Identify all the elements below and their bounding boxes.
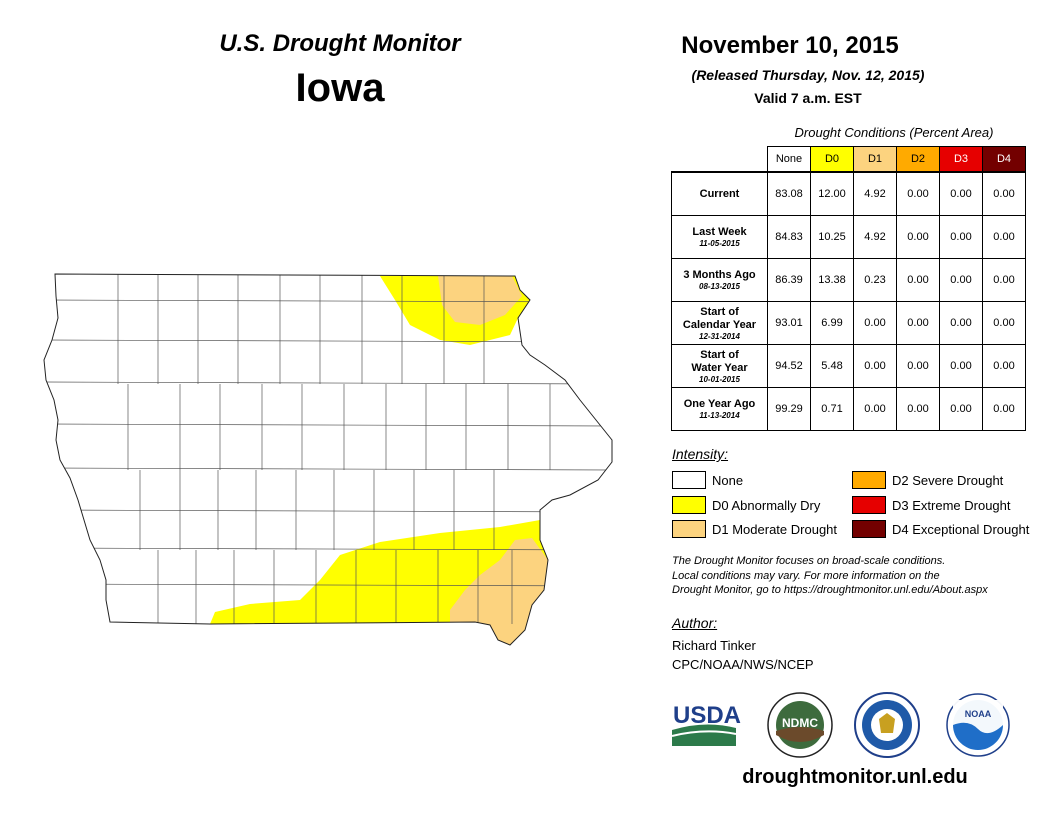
table-cell: 4.92 — [853, 215, 897, 259]
table-cell: 0.00 — [982, 301, 1026, 345]
drought-conditions-table: None D0 D1 D2 D3 D4 Current 83.08 12.00 4.9… — [671, 146, 1026, 431]
legend-swatch — [672, 471, 706, 489]
table-cell: 10.25 — [810, 215, 854, 259]
table-cell: 5.48 — [810, 344, 854, 388]
table-cell: 86.39 — [767, 258, 811, 302]
table-cell: 84.83 — [767, 215, 811, 259]
table-cell: 0.00 — [939, 344, 983, 388]
agency-logos: USDA NDMC NOAA — [671, 692, 1010, 758]
table-cell: 0.00 — [982, 258, 1026, 302]
table-cell: 0.00 — [939, 215, 983, 259]
table-cell: 0.00 — [896, 171, 940, 216]
map-title: U.S. Drought Monitor — [219, 30, 461, 57]
table-cell: 0.00 — [939, 258, 983, 302]
table-cell: 6.99 — [810, 301, 854, 345]
table-row: Start of Calendar Year 12-31-2014 93.01 6.99… — [671, 301, 1026, 345]
table-cell: 0.00 — [896, 344, 940, 388]
table-row: Start of Water Year 10-01-2015 94.52 5.48 0.0… — [671, 344, 1026, 388]
commerce-seal-icon — [854, 692, 920, 758]
ndmc-logo-icon: NDMC — [767, 692, 833, 758]
row-label: Last Week 11-05-2015 — [671, 215, 768, 259]
d1-area-southeast — [450, 538, 548, 645]
table-row: One Year Ago 11-13-2014 99.29 0.71 0.00 0.00 0… — [671, 387, 1026, 431]
col-d1: D1 — [853, 146, 897, 173]
table-cell: 94.52 — [767, 344, 811, 388]
table-cell: 0.00 — [939, 301, 983, 345]
table-cell: 0.00 — [939, 171, 983, 216]
table-cell: 0.00 — [982, 215, 1026, 259]
table-cell: 0.00 — [853, 301, 897, 345]
iowa-drought-map — [43, 273, 613, 646]
disclaimer-note: The Drought Monitor focuses on broad-sca… — [672, 554, 1042, 598]
table-caption: Drought Conditions (Percent Area) — [794, 125, 994, 140]
state-name: Iowa — [295, 66, 385, 110]
legend-item-d3: D3 Extreme Drought — [852, 496, 1011, 514]
row-label: Current — [671, 171, 768, 216]
table-cell: 0.71 — [810, 387, 854, 431]
table-row: Current 83.08 12.00 4.92 0.00 0.00 0.00 — [671, 171, 1026, 216]
table-row: 3 Months Ago 08-13-2015 86.39 13.38 0.23 0.00… — [671, 258, 1026, 302]
author-org: CPC/NOAA/NWS/NCEP — [672, 657, 814, 672]
map-date: November 10, 2015 — [681, 32, 899, 59]
release-date: (Released Thursday, Nov. 12, 2015) — [691, 67, 925, 83]
table-cell: 0.00 — [896, 301, 940, 345]
col-none: None — [767, 146, 811, 173]
table-cell: 0.00 — [982, 387, 1026, 431]
table-cell: 12.00 — [810, 171, 854, 216]
valid-time: Valid 7 a.m. EST — [754, 90, 862, 106]
table-cell: 0.00 — [896, 215, 940, 259]
table-cell: 0.00 — [896, 387, 940, 431]
table-cell: 4.92 — [853, 171, 897, 216]
table-cell: 0.00 — [853, 387, 897, 431]
row-label: Start of Water Year 10-01-2015 — [671, 344, 768, 388]
intensity-label: Intensity: — [672, 446, 729, 462]
noaa-logo-icon: NOAA — [946, 693, 1010, 757]
row-label: Start of Calendar Year 12-31-2014 — [671, 301, 768, 345]
table-row: Last Week 11-05-2015 84.83 10.25 4.92 0.00 0.0… — [671, 215, 1026, 259]
table-cell: 13.38 — [810, 258, 854, 302]
legend-item-d2: D2 Severe Drought — [852, 471, 1003, 489]
table-cell: 83.08 — [767, 171, 811, 216]
author-label: Author: — [672, 615, 718, 631]
table-cell: 93.01 — [767, 301, 811, 345]
legend-item-none: None — [672, 471, 743, 489]
table-cell: 0.00 — [982, 344, 1026, 388]
row-label: 3 Months Ago 08-13-2015 — [671, 258, 768, 302]
legend-item-d1: D1 Moderate Drought — [672, 520, 837, 538]
usda-logo-icon: USDA — [671, 702, 741, 746]
row-label: One Year Ago 11-13-2014 — [671, 387, 768, 431]
col-d4: D4 — [982, 146, 1026, 173]
table-header-row: None D0 D1 D2 D3 D4 — [672, 146, 1026, 173]
table-cell: 0.00 — [896, 258, 940, 302]
col-d0: D0 — [810, 146, 854, 173]
legend-item-d4: D4 Exceptional Drought — [852, 520, 1029, 538]
col-d2: D2 — [896, 146, 940, 173]
legend-item-d0: D0 Abnormally Dry — [672, 496, 820, 514]
author-name: Richard Tinker — [672, 638, 756, 653]
table-cell: 0.00 — [853, 344, 897, 388]
table-cell: 0.00 — [982, 171, 1026, 216]
svg-text:NOAA: NOAA — [965, 709, 992, 719]
website-link[interactable]: droughtmonitor.unl.edu — [742, 766, 968, 788]
svg-text:NDMC: NDMC — [782, 716, 818, 730]
table-cell: 0.23 — [853, 258, 897, 302]
col-d3: D3 — [939, 146, 983, 173]
about-link[interactable]: Drought Monitor, go to https://droughtmo… — [672, 584, 988, 596]
table-cell: 0.00 — [939, 387, 983, 431]
table-cell: 99.29 — [767, 387, 811, 431]
d1-area-northeast — [438, 276, 522, 325]
